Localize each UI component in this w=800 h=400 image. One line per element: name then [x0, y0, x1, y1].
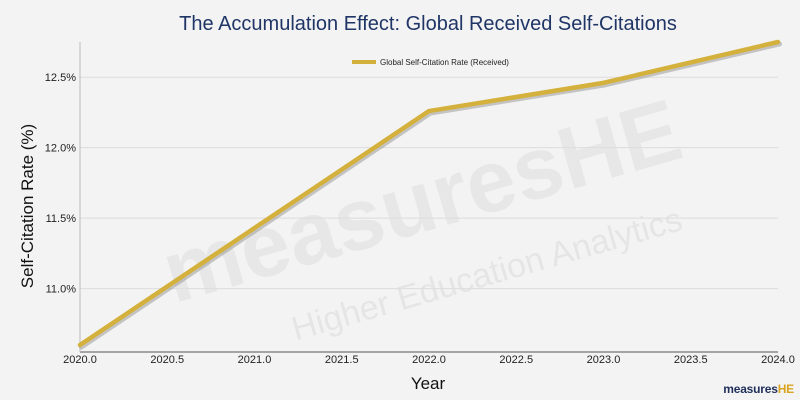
- chart-title: The Accumulation Effect: Global Received…: [179, 13, 677, 35]
- x-tick-label: 2022.5: [499, 354, 533, 366]
- x-tick-label: 2021.0: [238, 354, 272, 366]
- y-axis-label: Self-Citation Rate (%): [18, 124, 37, 288]
- y-tick-label: 11.5%: [46, 213, 77, 225]
- series-layer: [77, 39, 782, 350]
- logo-accent: HE: [777, 382, 794, 396]
- grid: [80, 76, 778, 290]
- y-tick-label: 11.0%: [46, 284, 77, 296]
- logo-text: measures: [723, 382, 778, 396]
- x-tick-label: 2023.0: [587, 354, 621, 366]
- brand-logo: measuresHE: [723, 382, 794, 396]
- axes: [79, 42, 778, 353]
- x-tick-label: 2020.5: [150, 354, 184, 366]
- y-tick-label: 12.0%: [45, 143, 76, 155]
- x-tick-label: 2020.0: [63, 354, 97, 366]
- x-axis-label: Year: [411, 374, 446, 393]
- y-tick-label: 12.5%: [45, 72, 76, 84]
- x-tick-label: 2022.0: [412, 354, 446, 366]
- x-tick-label: 2023.5: [674, 354, 708, 366]
- legend-label: Global Self-Citation Rate (Received): [380, 58, 509, 67]
- tick-labels: 11.0% 11.5% 12.0% 12.5% 2020.0 2020.5 2021.0 20…: [45, 72, 795, 366]
- x-tick-label: 2024.0: [761, 354, 795, 366]
- legend: Global Self-Citation Rate (Received): [352, 58, 509, 67]
- series-line: [77, 39, 781, 348]
- x-tick-label: 2021.5: [325, 354, 359, 366]
